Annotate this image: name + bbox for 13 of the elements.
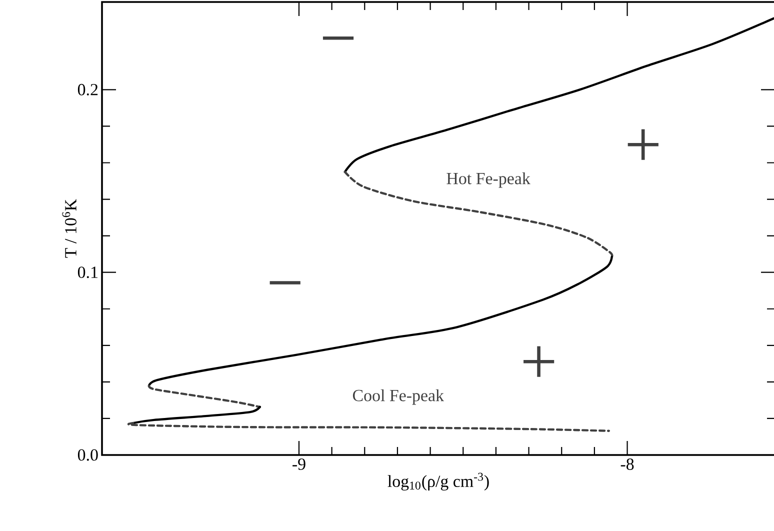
annotation: + <box>524 346 554 377</box>
annotation: + <box>628 129 658 160</box>
annotation: − <box>270 281 300 284</box>
x-tick-label: -9 <box>292 458 306 470</box>
x-tick-label: -8 <box>620 458 634 470</box>
annotation: − <box>322 36 354 40</box>
y-axis-title: T / 10$^{6}$K <box>62 199 76 258</box>
y-tick-label: 0.0 <box>78 449 98 461</box>
x-axis-title: log$_{10}$(ρ/g cm$^{-3}$) <box>388 472 489 491</box>
y-tick-label: 0.1 <box>78 266 98 278</box>
annotation: Hot Fe-peak <box>446 172 530 188</box>
annotation: Cool Fe-peak <box>352 389 444 405</box>
y-tick-label: 0.2 <box>78 84 98 96</box>
